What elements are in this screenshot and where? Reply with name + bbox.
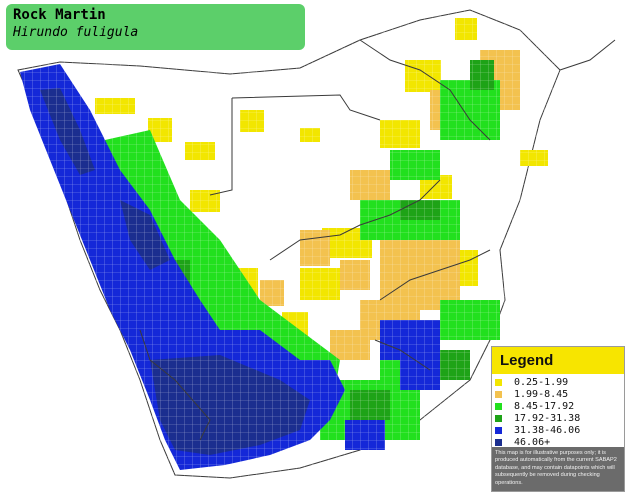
legend-item: 31.38-46.06 xyxy=(495,425,624,436)
species-title-box: Rock Martin Hirundo fuligula xyxy=(6,4,305,50)
legend-label: 8.45-17.92 xyxy=(514,401,575,412)
legend-swatch xyxy=(495,439,502,446)
legend-swatch xyxy=(495,379,502,386)
species-common-name: Rock Martin xyxy=(13,7,106,23)
legend-item: 1.99-8.45 xyxy=(495,389,624,400)
legend-swatch xyxy=(495,415,502,422)
legend-item: 8.45-17.92 xyxy=(495,401,624,412)
legend-label: 0.25-1.99 xyxy=(514,377,569,388)
legend-label: 46.06+ xyxy=(514,437,551,448)
legend-item: 46.06+ xyxy=(495,437,624,448)
legend-label: 17.92-31.38 xyxy=(514,413,581,424)
legend-heading: Legend xyxy=(492,347,624,374)
legend-item: 0.25-1.99 xyxy=(495,377,624,388)
country-borders xyxy=(139,39,616,441)
legend-swatch xyxy=(495,391,502,398)
legend-swatch xyxy=(495,427,502,434)
map-legend: Legend 0.25-1.99 1.99-8.45 8.45-17.92 17… xyxy=(491,346,625,492)
legend-disclaimer: This map is for illustrative purposes on… xyxy=(492,447,624,491)
legend-item: 17.92-31.38 xyxy=(495,413,624,424)
legend-swatch xyxy=(495,403,502,410)
legend-label: 31.38-46.06 xyxy=(514,425,581,436)
legend-items: 0.25-1.99 1.99-8.45 8.45-17.92 17.92-31.… xyxy=(492,374,624,448)
species-scientific-name: Hirundo fuligula xyxy=(13,25,139,40)
legend-label: 1.99-8.45 xyxy=(514,389,569,400)
